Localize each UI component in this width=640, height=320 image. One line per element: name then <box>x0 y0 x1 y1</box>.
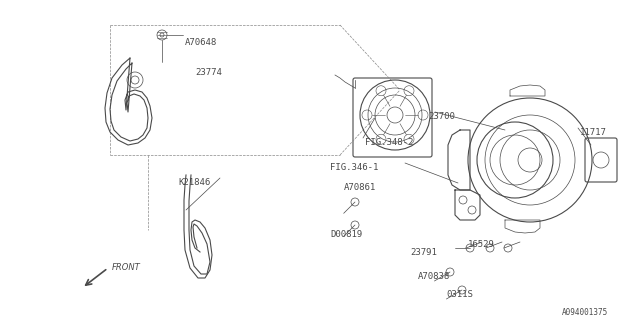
Text: K21846: K21846 <box>178 178 211 187</box>
Text: A70838: A70838 <box>418 272 451 281</box>
Text: 23700: 23700 <box>428 112 455 121</box>
Text: D00819: D00819 <box>330 230 362 239</box>
Text: FIG.348-2: FIG.348-2 <box>365 138 413 147</box>
Text: 23791: 23791 <box>410 248 437 257</box>
Text: A70648: A70648 <box>185 38 217 47</box>
Text: A70861: A70861 <box>344 183 376 192</box>
Text: A094001375: A094001375 <box>562 308 608 317</box>
Text: 23774: 23774 <box>195 68 222 77</box>
Text: 0311S: 0311S <box>446 290 473 299</box>
Text: 11717: 11717 <box>580 128 607 137</box>
Text: FRONT: FRONT <box>112 263 141 273</box>
Text: FIG.346-1: FIG.346-1 <box>330 163 378 172</box>
Text: 16529: 16529 <box>468 240 495 249</box>
